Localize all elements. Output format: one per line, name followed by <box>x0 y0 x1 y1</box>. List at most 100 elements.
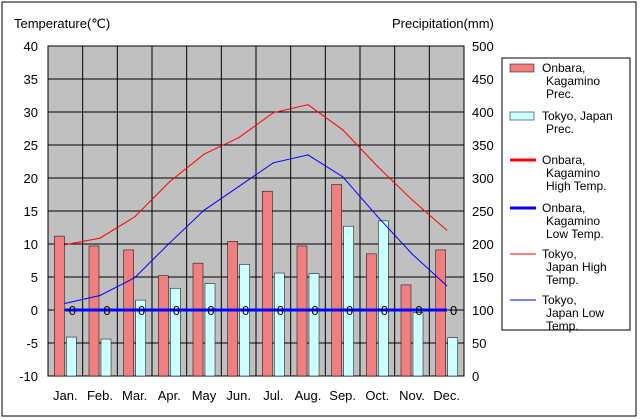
series-point <box>307 104 309 106</box>
zero-value-label: 0 <box>69 303 76 318</box>
series-point <box>411 253 413 255</box>
bar-onbara-prec <box>54 235 65 377</box>
left-axis-tick-label: 10 <box>24 237 38 252</box>
legend: Onbara, Kagamino Prec. Tokyo, Japan Prec. Onb… <box>501 57 631 333</box>
series-point <box>446 284 448 287</box>
left-axis-tick-label: -5 <box>26 336 38 351</box>
bar-onbara-prec <box>192 262 204 377</box>
x-axis-tick-label: May <box>192 388 217 403</box>
right-axis-tick-label: 200 <box>472 237 494 252</box>
series-point <box>203 153 205 155</box>
left-axis-title: Temperature(℃) <box>14 16 110 31</box>
legend-label: Onbara, Kagamino Low Temp. <box>542 201 604 241</box>
left-axis-tick-label: 40 <box>24 39 38 54</box>
bar-tokyo-prec <box>412 312 424 377</box>
bar-tokyo-prec <box>378 220 389 377</box>
series-point <box>342 129 344 131</box>
right-axis-tick-label: 50 <box>472 336 486 351</box>
lines-layer <box>64 104 448 312</box>
x-axis-tick-label: Feb. <box>87 388 113 403</box>
series-point <box>307 309 309 311</box>
series-point <box>411 199 413 201</box>
x-axis-tick-label: Aug. <box>295 388 322 403</box>
series-point <box>272 112 274 114</box>
zero-value-label: 0 <box>103 303 110 318</box>
right-axis-tick-label: 150 <box>472 270 494 285</box>
series-point <box>376 215 378 217</box>
legend-label: Tokyo, Japan High Temp. <box>542 247 607 287</box>
series-point <box>446 309 448 311</box>
series-point <box>238 309 240 311</box>
series-point <box>342 176 344 178</box>
series-point <box>134 309 136 311</box>
zero-value-label: 0 <box>346 303 353 318</box>
bar-tokyo-prec <box>274 272 285 377</box>
legend-label: Tokyo, Japan Low Temp. <box>542 293 604 333</box>
left-axis-tick-label: -10 <box>19 369 38 384</box>
x-axis-tick-label: Apr. <box>158 388 181 403</box>
series-line-3 <box>65 154 448 304</box>
bar-tokyo-prec <box>204 283 216 377</box>
zero-value-label: 0 <box>242 303 249 318</box>
right-axis-tick-label: 500 <box>472 39 494 54</box>
x-axis-tick-label: Nov. <box>399 388 425 403</box>
zero-value-label: 0 <box>450 303 457 318</box>
left-axis-tick-label: 5 <box>31 270 38 285</box>
series-point <box>99 309 101 311</box>
series-point <box>99 294 101 297</box>
right-axis-tick-label: 300 <box>472 171 494 186</box>
left-axis-tick-label: 35 <box>24 72 38 87</box>
bar-tokyo-prec <box>343 225 354 377</box>
bar-onbara-prec <box>400 284 412 377</box>
bar-onbara-prec <box>262 190 273 377</box>
bar-onbara-prec <box>331 184 342 377</box>
x-axis-tick-label: Mar. <box>122 388 147 403</box>
right-axis-tick-label: 450 <box>472 72 494 87</box>
x-axis-tick-label: Jun. <box>226 388 251 403</box>
legend-box <box>501 57 631 331</box>
left-axis-tick-label: 30 <box>24 105 38 120</box>
series-point <box>238 185 240 188</box>
x-axis-tick-label: Oct. <box>365 388 389 403</box>
series-point <box>376 309 378 311</box>
legend-swatch-bar <box>509 111 535 121</box>
series-line-2 <box>65 104 448 246</box>
x-axis-tick-label: Sep. <box>329 388 356 403</box>
series-point <box>168 181 170 183</box>
series-point <box>272 309 274 311</box>
legend-swatch-bar <box>509 63 535 73</box>
legend-label: Onbara, Kagamino High Temp. <box>542 153 606 193</box>
right-axis-tick-label: 400 <box>472 105 494 120</box>
bar-tokyo-prec <box>239 264 250 377</box>
bar-tokyo-prec <box>447 337 458 377</box>
series-point <box>376 165 378 167</box>
series-point <box>64 309 66 311</box>
zero-labels-layer: 0 0 0 0 0 0 0 0 0 0 0 0 <box>69 303 458 318</box>
x-axis-tick-label: Jan. <box>53 388 78 403</box>
series-point <box>168 309 170 311</box>
series-point <box>134 216 136 218</box>
bar-tokyo-prec <box>170 287 181 377</box>
bar-onbara-prec <box>366 253 377 377</box>
series-point <box>64 302 66 304</box>
series-point <box>99 237 101 239</box>
x-axis-tick-label: Dec. <box>433 388 460 403</box>
grid-layer <box>48 46 464 376</box>
zero-value-label: 0 <box>311 303 318 318</box>
right-axis-tick-label: 100 <box>472 303 494 318</box>
legend-label: Onbara, Kagamino Prec. <box>542 61 600 101</box>
series-point <box>411 309 413 311</box>
bar-tokyo-prec <box>100 338 112 377</box>
right-axis-tick-label: 0 <box>472 369 479 384</box>
legend-label: Tokyo, Japan Prec. <box>542 109 613 136</box>
zero-value-label: 0 <box>173 303 180 318</box>
bar-tokyo-prec <box>135 299 146 377</box>
zero-value-label: 0 <box>277 303 284 318</box>
x-axis-tick-label: Jul. <box>263 388 283 403</box>
series-point <box>203 309 205 311</box>
zero-value-label: 0 <box>138 303 145 318</box>
right-axis-tick-label: 250 <box>472 204 494 219</box>
zero-value-label: 0 <box>381 303 388 318</box>
zero-value-label: 0 <box>207 303 214 318</box>
